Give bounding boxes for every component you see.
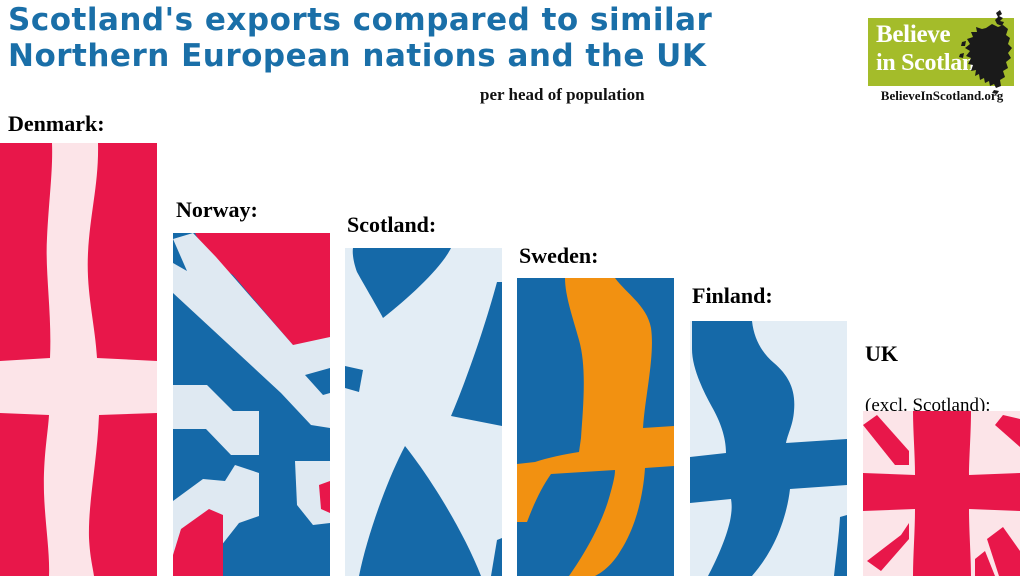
bar-flag-scotland <box>345 248 502 576</box>
bar-flag-norway <box>173 233 330 576</box>
chart-subtitle: per head of population <box>480 85 645 104</box>
bar-country-denmark: Denmark: <box>8 111 105 136</box>
page-title: Scotland's exports compared to similar N… <box>8 2 713 74</box>
bar-country-finland: Finland: <box>692 283 773 308</box>
bar-flag-denmark <box>0 143 157 576</box>
bar-country-norway: Norway: <box>176 197 258 222</box>
bar-country-sweden: Sweden: <box>519 243 599 268</box>
scotland-map-icon <box>959 10 1012 94</box>
logo-text-line1: Believe <box>876 21 951 48</box>
believe-in-scotland-logo[interactable]: Believe in Scotland BelieveInScotland.or… <box>864 6 1018 106</box>
logo-url-text: BelieveInScotland.org <box>880 88 1004 103</box>
bar-country-scotland: Scotland: <box>347 212 437 237</box>
bar-flag-sweden <box>517 278 674 576</box>
bar-flag-finland <box>690 321 847 576</box>
bar-country-uk: UK <box>865 341 898 366</box>
bar-country-uk-note: (excl. Scotland): <box>865 395 991 416</box>
bar-flag-uk <box>863 411 1020 576</box>
